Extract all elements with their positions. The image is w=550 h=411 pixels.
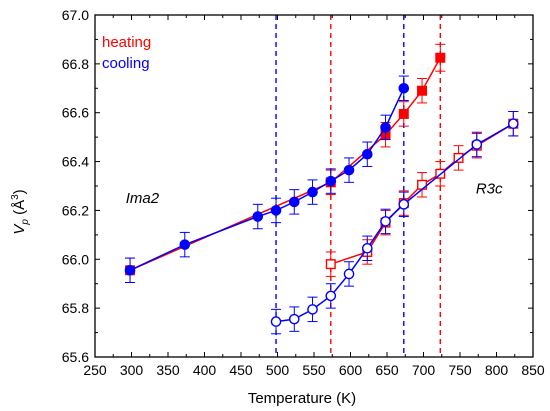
axis-ticks: 250 300 350 400 450 500 550 600 650 700 750 800 850 6… [62,7,545,378]
y-tick-label: 66.2 [62,202,89,218]
series-heating-filled [125,43,446,283]
data-point [435,52,446,63]
y-tick-label: 65.8 [62,300,89,316]
phase-label-r3c: R3c [476,180,503,197]
data-point [307,304,318,315]
data-point [453,152,464,163]
x-tick-label: 600 [339,362,363,378]
data-point [417,85,428,96]
data-point [252,211,264,222]
y-axis-title-close: ) [11,189,28,194]
data-point [380,216,391,227]
x-tick-label: 250 [83,362,107,378]
x-tick-label: 550 [302,362,326,378]
series-line [275,123,514,323]
data-point [270,205,282,216]
y-axis-title-unit: (Å [11,200,28,219]
x-axis-title: Temperature (K) [248,390,356,407]
x-tick-label: 850 [521,362,545,378]
data-point [325,290,337,302]
y-tick-label: 65.6 [62,349,89,365]
data-series [124,43,519,335]
data-point [270,316,282,327]
y-axis-title-subscript: p [20,219,31,226]
y-tick-label: 66.4 [62,154,89,170]
y-tick-label: 66.6 [62,105,89,121]
y-axis-title: Vp (Å3) [10,189,31,234]
x-tick-label: 650 [375,362,399,378]
y-tick-label: 67.0 [62,7,89,23]
data-point [288,196,300,208]
data-point [361,148,373,160]
x-tick-label: 300 [120,362,144,378]
phase-transition-lines [275,15,441,357]
data-point [380,122,391,133]
legend-cooling: cooling [102,55,150,72]
x-tick-label: 400 [193,362,217,378]
data-point [343,164,355,176]
y-tick-label: 66.0 [62,251,89,267]
legend-heating: heating [102,34,151,51]
data-point [288,313,300,325]
x-tick-label: 350 [156,362,180,378]
data-point [361,242,373,254]
data-point [325,259,336,270]
data-point [179,239,191,250]
data-point [325,175,337,187]
y-tick-label: 66.8 [62,56,89,72]
y-axis-title-superscript: 3 [10,194,21,200]
data-point [343,268,355,280]
x-tick-label: 500 [266,362,290,378]
data-point [398,199,410,210]
data-point [398,82,410,94]
data-point [507,118,519,130]
data-point [471,139,483,150]
data-point [398,108,409,119]
data-point [124,264,136,276]
data-point [307,186,318,198]
x-tick-label: 700 [412,362,436,378]
x-tick-label: 800 [485,362,509,378]
y-axis-title-symbol: V [11,223,28,235]
x-tick-label: 750 [448,362,472,378]
x-tick-label: 450 [229,362,253,378]
series-cooling-open [270,110,519,335]
phase-label-ima2: Ima2 [126,190,160,207]
series-line [129,87,405,271]
series-line [129,57,441,271]
series-cooling-filled [124,75,410,283]
